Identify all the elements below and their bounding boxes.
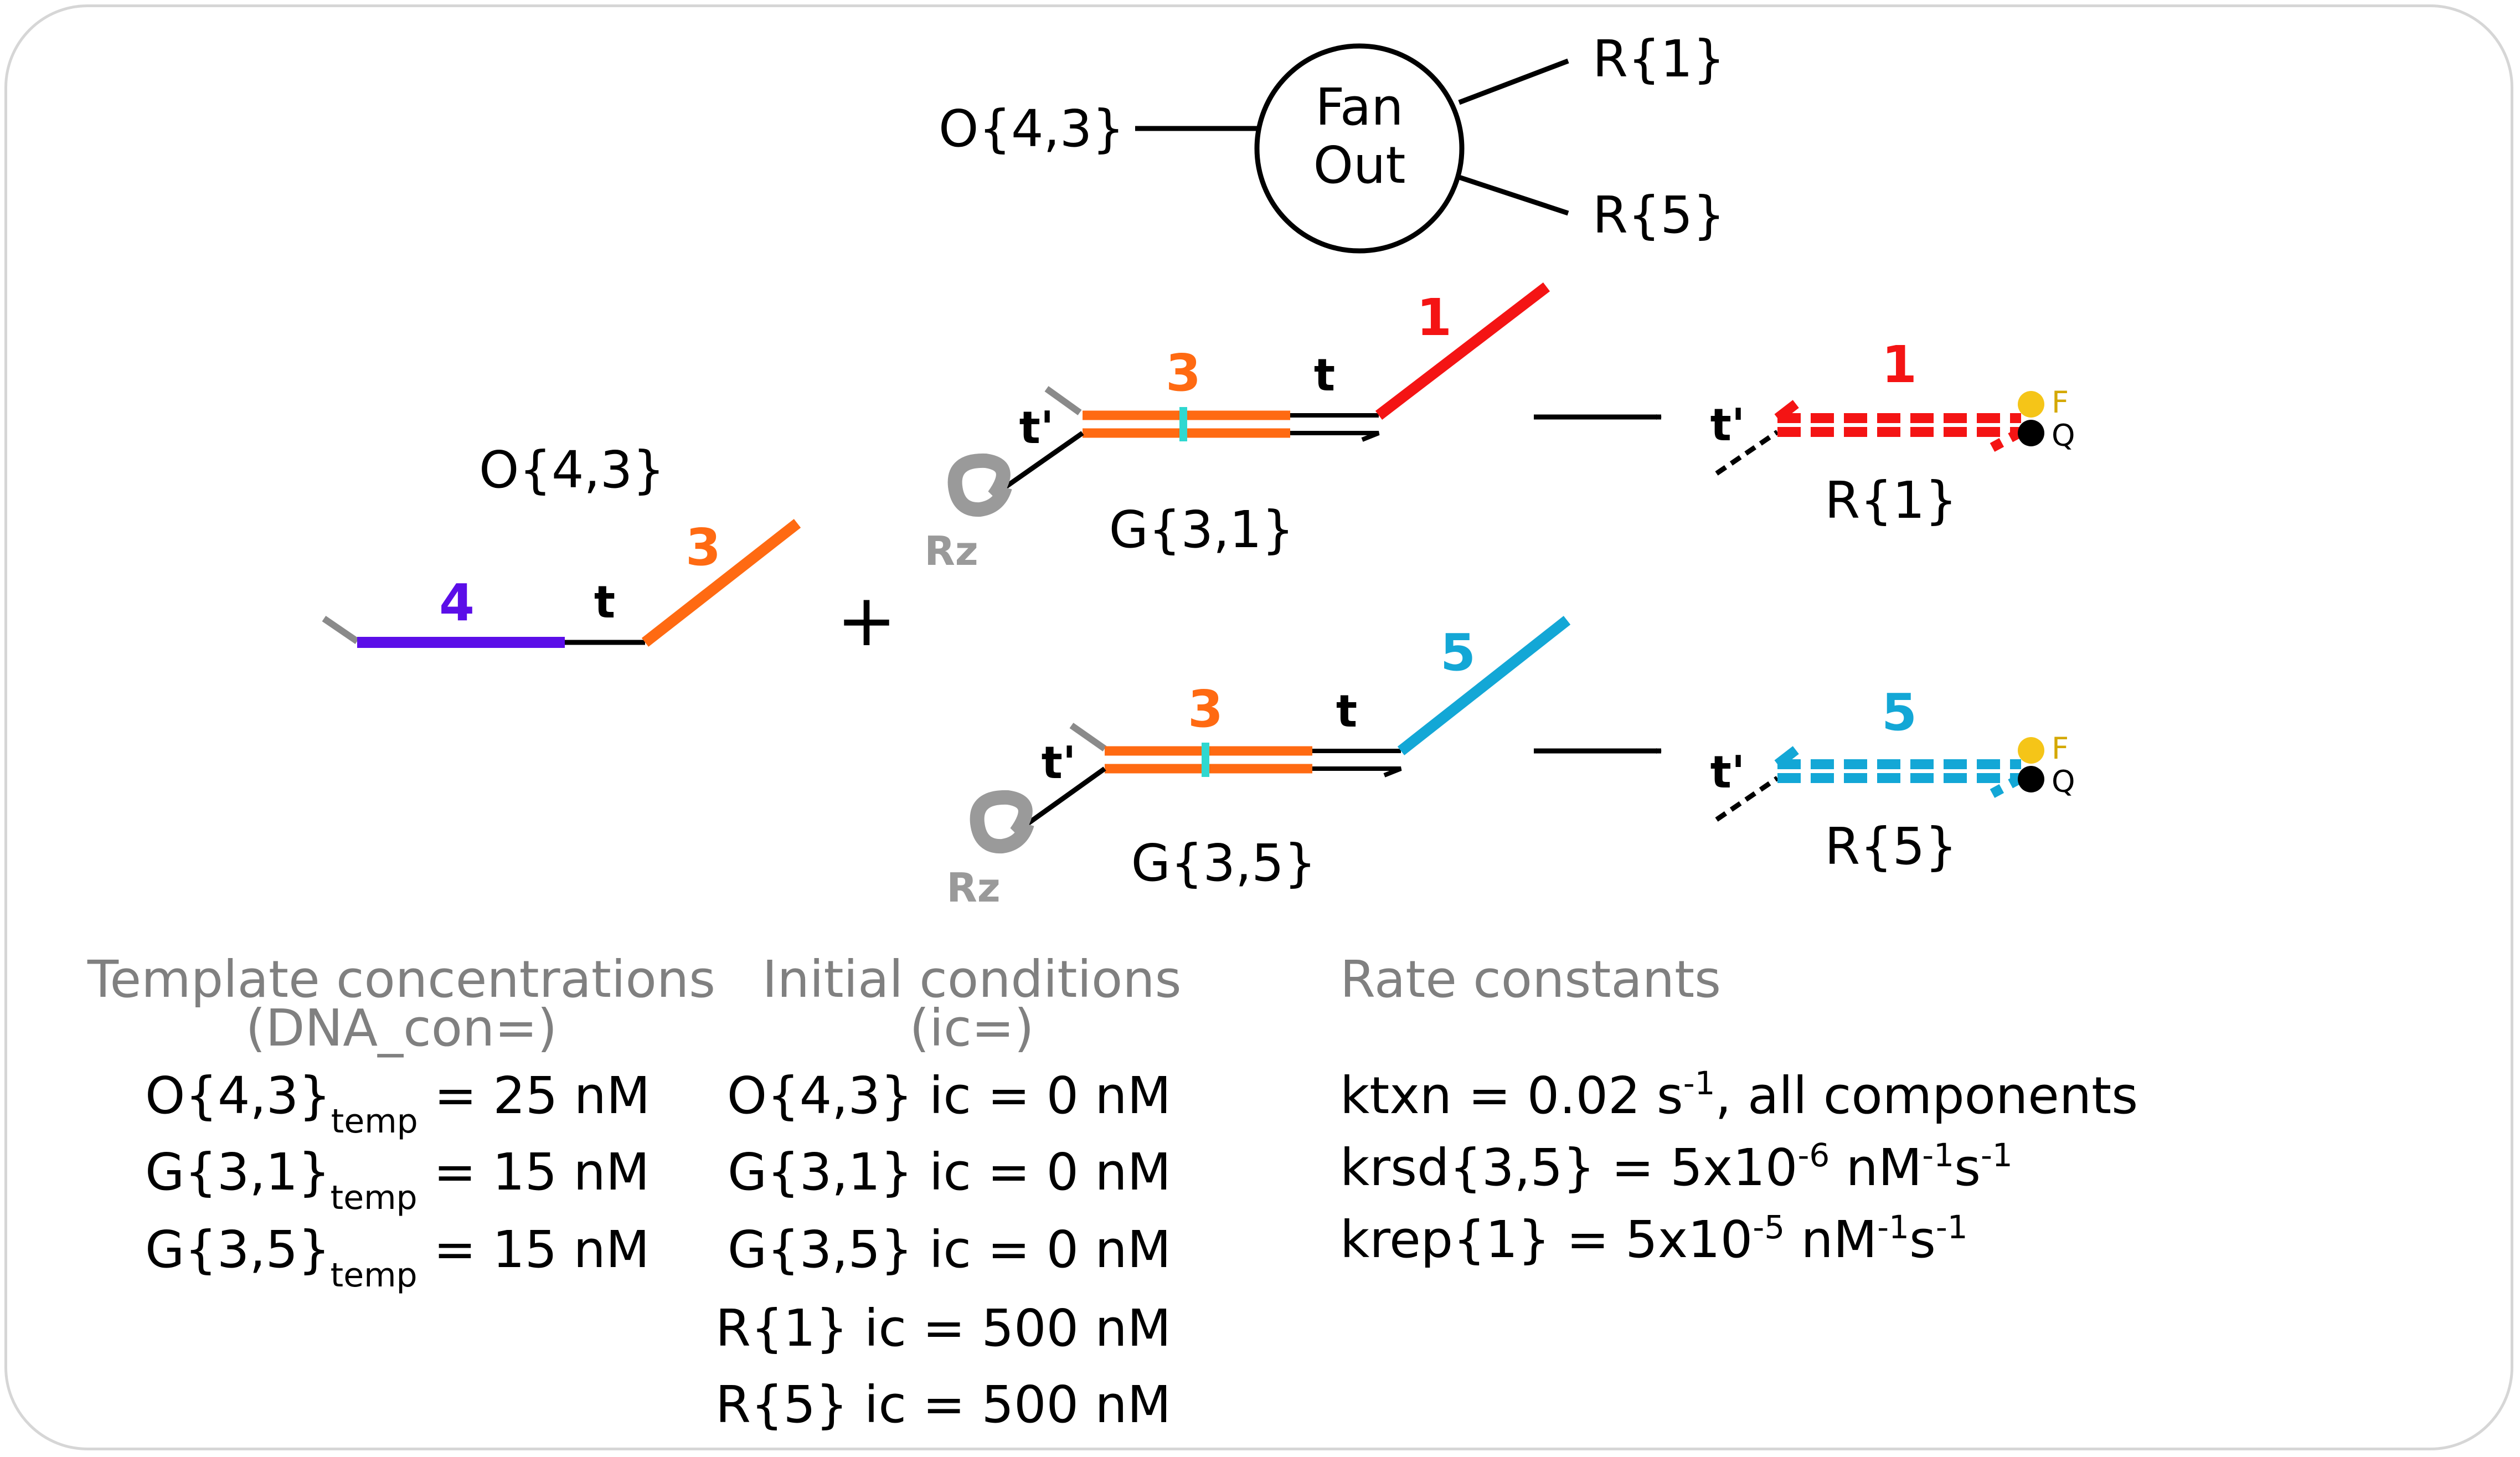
plus-sign: + [837, 578, 897, 662]
gate-bottom-label-tprime: t' [1042, 737, 1076, 789]
reporter-top-label-q: Q [2052, 418, 2075, 453]
gate-top-end-hook [1044, 386, 1082, 415]
fanout-input-label: O{4,3} [939, 99, 1125, 158]
gate-top-label-1: 1 [1416, 288, 1452, 347]
gate-top-label-tprime: t' [1019, 402, 1054, 454]
reporter-top-label-f: F [2052, 385, 2069, 420]
rate-krep: krep{1} = 5x10-5 nM-1s-1 [1340, 1208, 1968, 1269]
reporter-top-strand-lower [1777, 427, 2024, 452]
reporter-bottom-label-q: Q [2052, 764, 2075, 799]
rates-header: Rate constants [1340, 950, 1721, 1009]
fanout-circle [1254, 43, 1465, 254]
initial-row-r1: R{1} ic = 500 nM [715, 1299, 1171, 1358]
reporter-bottom-label-f: F [2052, 731, 2069, 766]
fanout-block: O{4,3} Fan Out R{1} R{5} [939, 29, 1725, 254]
template-row-g35: G{3,5}temp = 15 nM [145, 1220, 650, 1295]
gate-top: t' 3 t 1 Rz G{3,1} [924, 282, 1550, 574]
initial-row-g35: G{3,5} ic = 0 nM [728, 1220, 1171, 1279]
initial-header-line1: Initial conditions [762, 950, 1181, 1009]
reporter-top-name: R{1} [1825, 471, 1957, 530]
gate-bottom-toehold-lower [1312, 766, 1402, 778]
initial-row-g31: G{3,1} ic = 0 nM [728, 1142, 1171, 1202]
reporter-top-label-tprime: t' [1710, 399, 1745, 451]
gate-top-label-3: 3 [1166, 343, 1201, 403]
fanout-circle-line1: Fan [1315, 78, 1403, 137]
reporter-bottom: F Q t' 5 R{5} [1710, 683, 2075, 876]
reporter-bottom-label-5: 5 [1882, 683, 1917, 742]
gate-top-name: G{3,1} [1109, 500, 1295, 559]
template-row-g31: G{3,1}temp = 15 nM [145, 1142, 650, 1217]
gate-bottom-label-t: t [1336, 686, 1357, 737]
reporter-top-toehold-prime [1715, 430, 1779, 476]
reporter-top: F Q t' 1 R{1} [1710, 335, 2075, 530]
rate-krsd: krsd{3,5} = 5x10-6 nM-1s-1 [1340, 1136, 2013, 1197]
reporter-bottom-quencher [2018, 766, 2044, 792]
initial-header-line2: (ic=) [909, 998, 1034, 1058]
gate-top-ribozyme [947, 453, 1012, 517]
gate-top-label-t: t [1314, 349, 1335, 401]
template-concentrations: Template concentrations (DNA_con=) O{4,3… [87, 950, 715, 1295]
template-row-o43: O{4,3}temp = 25 nM [145, 1066, 650, 1141]
reporter-bottom-toehold-prime [1715, 776, 1779, 822]
gate-top-label-rz: Rz [924, 528, 978, 574]
o-strand-label-3: 3 [686, 518, 721, 577]
reporter-bottom-name: R{5} [1825, 817, 1957, 876]
reporter-bottom-strand-lower [1777, 773, 2024, 798]
gate-bottom-output-domain [1397, 616, 1571, 755]
initial-conditions: Initial conditions (ic=) O{4,3} ic = 0 n… [715, 950, 1182, 1434]
fanout-output-bottom: R{5} [1593, 186, 1725, 245]
fanout-output-wire-top [1458, 58, 1569, 105]
gate-top-toehold-lower [1290, 431, 1380, 442]
gate-bottom-toehold-prime [1025, 766, 1106, 826]
o-strand: O{4,3} 4 t 3 [322, 440, 801, 648]
initial-row-o43: O{4,3} ic = 0 nM [727, 1066, 1171, 1125]
gate-bottom-name: G{3,5} [1131, 833, 1317, 893]
reporter-top-fluorophore [2018, 391, 2044, 418]
reporter-top-quencher [2018, 420, 2044, 446]
rate-constants: Rate constants ktxn = 0.02 s-1, all comp… [1340, 950, 2138, 1269]
o-strand-label-t: t [594, 576, 615, 628]
fanout-output-top: R{1} [1593, 29, 1725, 89]
gate-top-toehold-prime [1003, 431, 1084, 490]
gate-bottom-ribozyme [970, 790, 1034, 854]
reporter-bottom-fluorophore [2018, 737, 2044, 764]
o-strand-end-hook [322, 616, 359, 644]
initial-row-r5: R{5} ic = 500 nM [715, 1375, 1171, 1434]
gate-bottom-label-5: 5 [1440, 623, 1476, 682]
fanout-output-wire-bottom [1458, 174, 1569, 216]
reporter-bottom-strand-upper [1774, 745, 2021, 769]
reporter-top-label-1: 1 [1882, 335, 1917, 394]
o-strand-name: O{4,3} [479, 440, 665, 500]
template-header-line1: Template concentrations [87, 950, 715, 1009]
fanout-circle-line2: Out [1313, 136, 1406, 195]
gate-bottom: t' 3 t 5 Rz G{3,5} [946, 616, 1571, 911]
figure-frame [4, 4, 2513, 1450]
o-strand-domain-3 [641, 519, 801, 647]
rate-ktxn: ktxn = 0.02 s-1, all components [1340, 1064, 2138, 1125]
template-header-line2: (DNA_con=) [246, 998, 558, 1058]
gate-bottom-label-rz: Rz [946, 864, 1000, 911]
gate-bottom-end-hook [1069, 723, 1107, 751]
gate-bottom-label-3: 3 [1188, 679, 1223, 739]
gate-top-output-domain [1375, 282, 1550, 420]
reporter-bottom-label-tprime: t' [1710, 746, 1745, 798]
o-strand-label-4: 4 [439, 573, 475, 632]
reporter-top-strand-upper [1774, 399, 2021, 423]
